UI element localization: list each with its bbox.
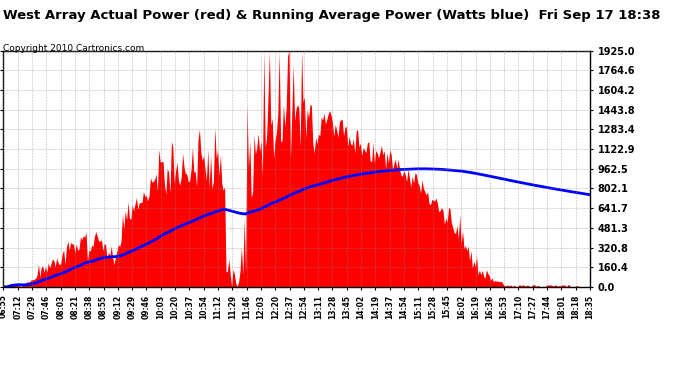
Text: Copyright 2010 Cartronics.com: Copyright 2010 Cartronics.com <box>3 44 145 53</box>
Text: West Array Actual Power (red) & Running Average Power (Watts blue)  Fri Sep 17 1: West Array Actual Power (red) & Running … <box>3 9 661 22</box>
